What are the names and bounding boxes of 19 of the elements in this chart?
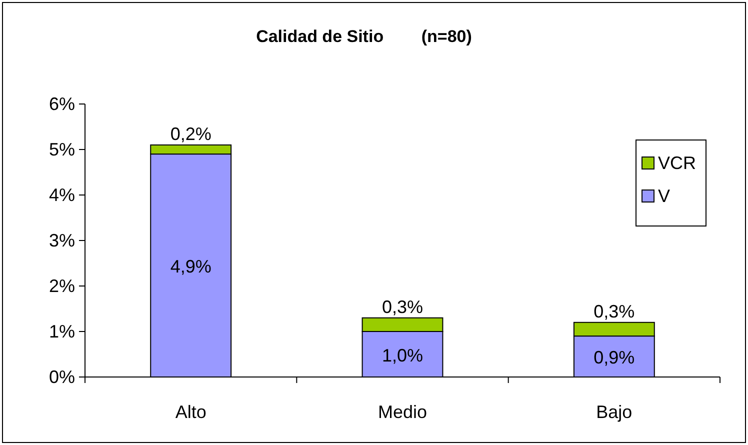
legend-label: V: [658, 186, 670, 206]
chart-title: Calidad de Sitio (n=80): [256, 27, 472, 46]
data-label: 1,0%: [382, 345, 424, 366]
data-label: 0,9%: [594, 348, 635, 368]
data-label: 0,3%: [594, 301, 635, 322]
y-tick-label: 0%: [48, 367, 75, 387]
x-tick-label: Alto: [175, 402, 206, 422]
data-label: 0,3%: [382, 296, 424, 317]
y-tick-label: 6%: [48, 94, 75, 114]
data-label: 4,9%: [170, 256, 212, 277]
data-label: 0,2%: [170, 124, 212, 144]
y-tick-label: 2%: [48, 276, 75, 296]
y-tick-label: 3%: [48, 230, 75, 250]
x-tick-label: Bajo: [596, 402, 632, 422]
legend-label: VCR: [658, 153, 696, 173]
x-tick-label: Medio: [378, 402, 428, 422]
y-tick-label: 5%: [48, 140, 75, 160]
y-tick-label: 1%: [48, 322, 75, 342]
y-tick-label: 4%: [48, 185, 75, 205]
